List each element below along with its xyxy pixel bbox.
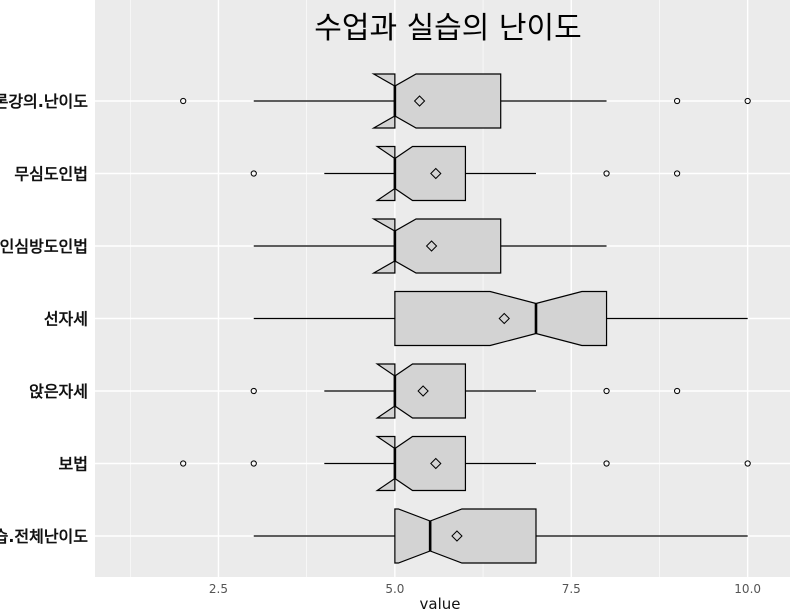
- mean-marker: [430, 457, 442, 470]
- chart-title: 수업과 실습의 난이도: [314, 11, 581, 46]
- y-tick-label: 보법: [59, 455, 88, 474]
- x-axis-title: value: [420, 595, 461, 613]
- outlier-point: [250, 387, 257, 395]
- box-body: [394, 508, 537, 564]
- outlier-point: [250, 170, 257, 177]
- box-marks: [180, 73, 751, 564]
- mean-marker: [498, 312, 510, 325]
- outlier-point: [180, 460, 187, 467]
- y-tick-label: 이론강의.난이도: [0, 92, 88, 111]
- outlier-point: [180, 97, 187, 105]
- box-body: [375, 145, 467, 202]
- mean-marker: [425, 240, 438, 252]
- mean-marker: [430, 167, 442, 180]
- y-tick-label: 앉은자세: [29, 382, 88, 401]
- axis-labels: 이론강의.난이도무심도인법활인심방도인법선자세앉은자세보법실습.전체난이도 2.5…: [0, 92, 761, 596]
- y-tick-label: 선자세: [44, 310, 88, 329]
- outlier-point: [603, 170, 610, 177]
- y-tick-label: 실습.전체난이도: [0, 527, 88, 546]
- outlier-point: [674, 387, 681, 395]
- outlier-point: [603, 387, 610, 395]
- mean-marker: [417, 385, 429, 397]
- x-tick-label: 5.0: [385, 582, 404, 596]
- y-tick-label: 활인심방도인법: [0, 237, 88, 256]
- y-tick-label: 무심도인법: [14, 165, 88, 184]
- box-body: [375, 435, 467, 492]
- box-body: [371, 73, 502, 129]
- box-body: [394, 290, 608, 347]
- box-body: [375, 363, 467, 419]
- outlier-point: [674, 97, 681, 105]
- outlier-point: [744, 460, 751, 467]
- outlier-point: [250, 460, 257, 467]
- mean-marker: [413, 95, 426, 107]
- outlier-point: [603, 460, 610, 467]
- mean-marker: [451, 530, 463, 542]
- x-tick-label: 7.5: [562, 582, 581, 596]
- outlier-point: [674, 170, 681, 177]
- x-tick-label: 2.5: [209, 582, 228, 596]
- x-tick-label: 10.0: [734, 582, 761, 596]
- outlier-point: [744, 97, 751, 105]
